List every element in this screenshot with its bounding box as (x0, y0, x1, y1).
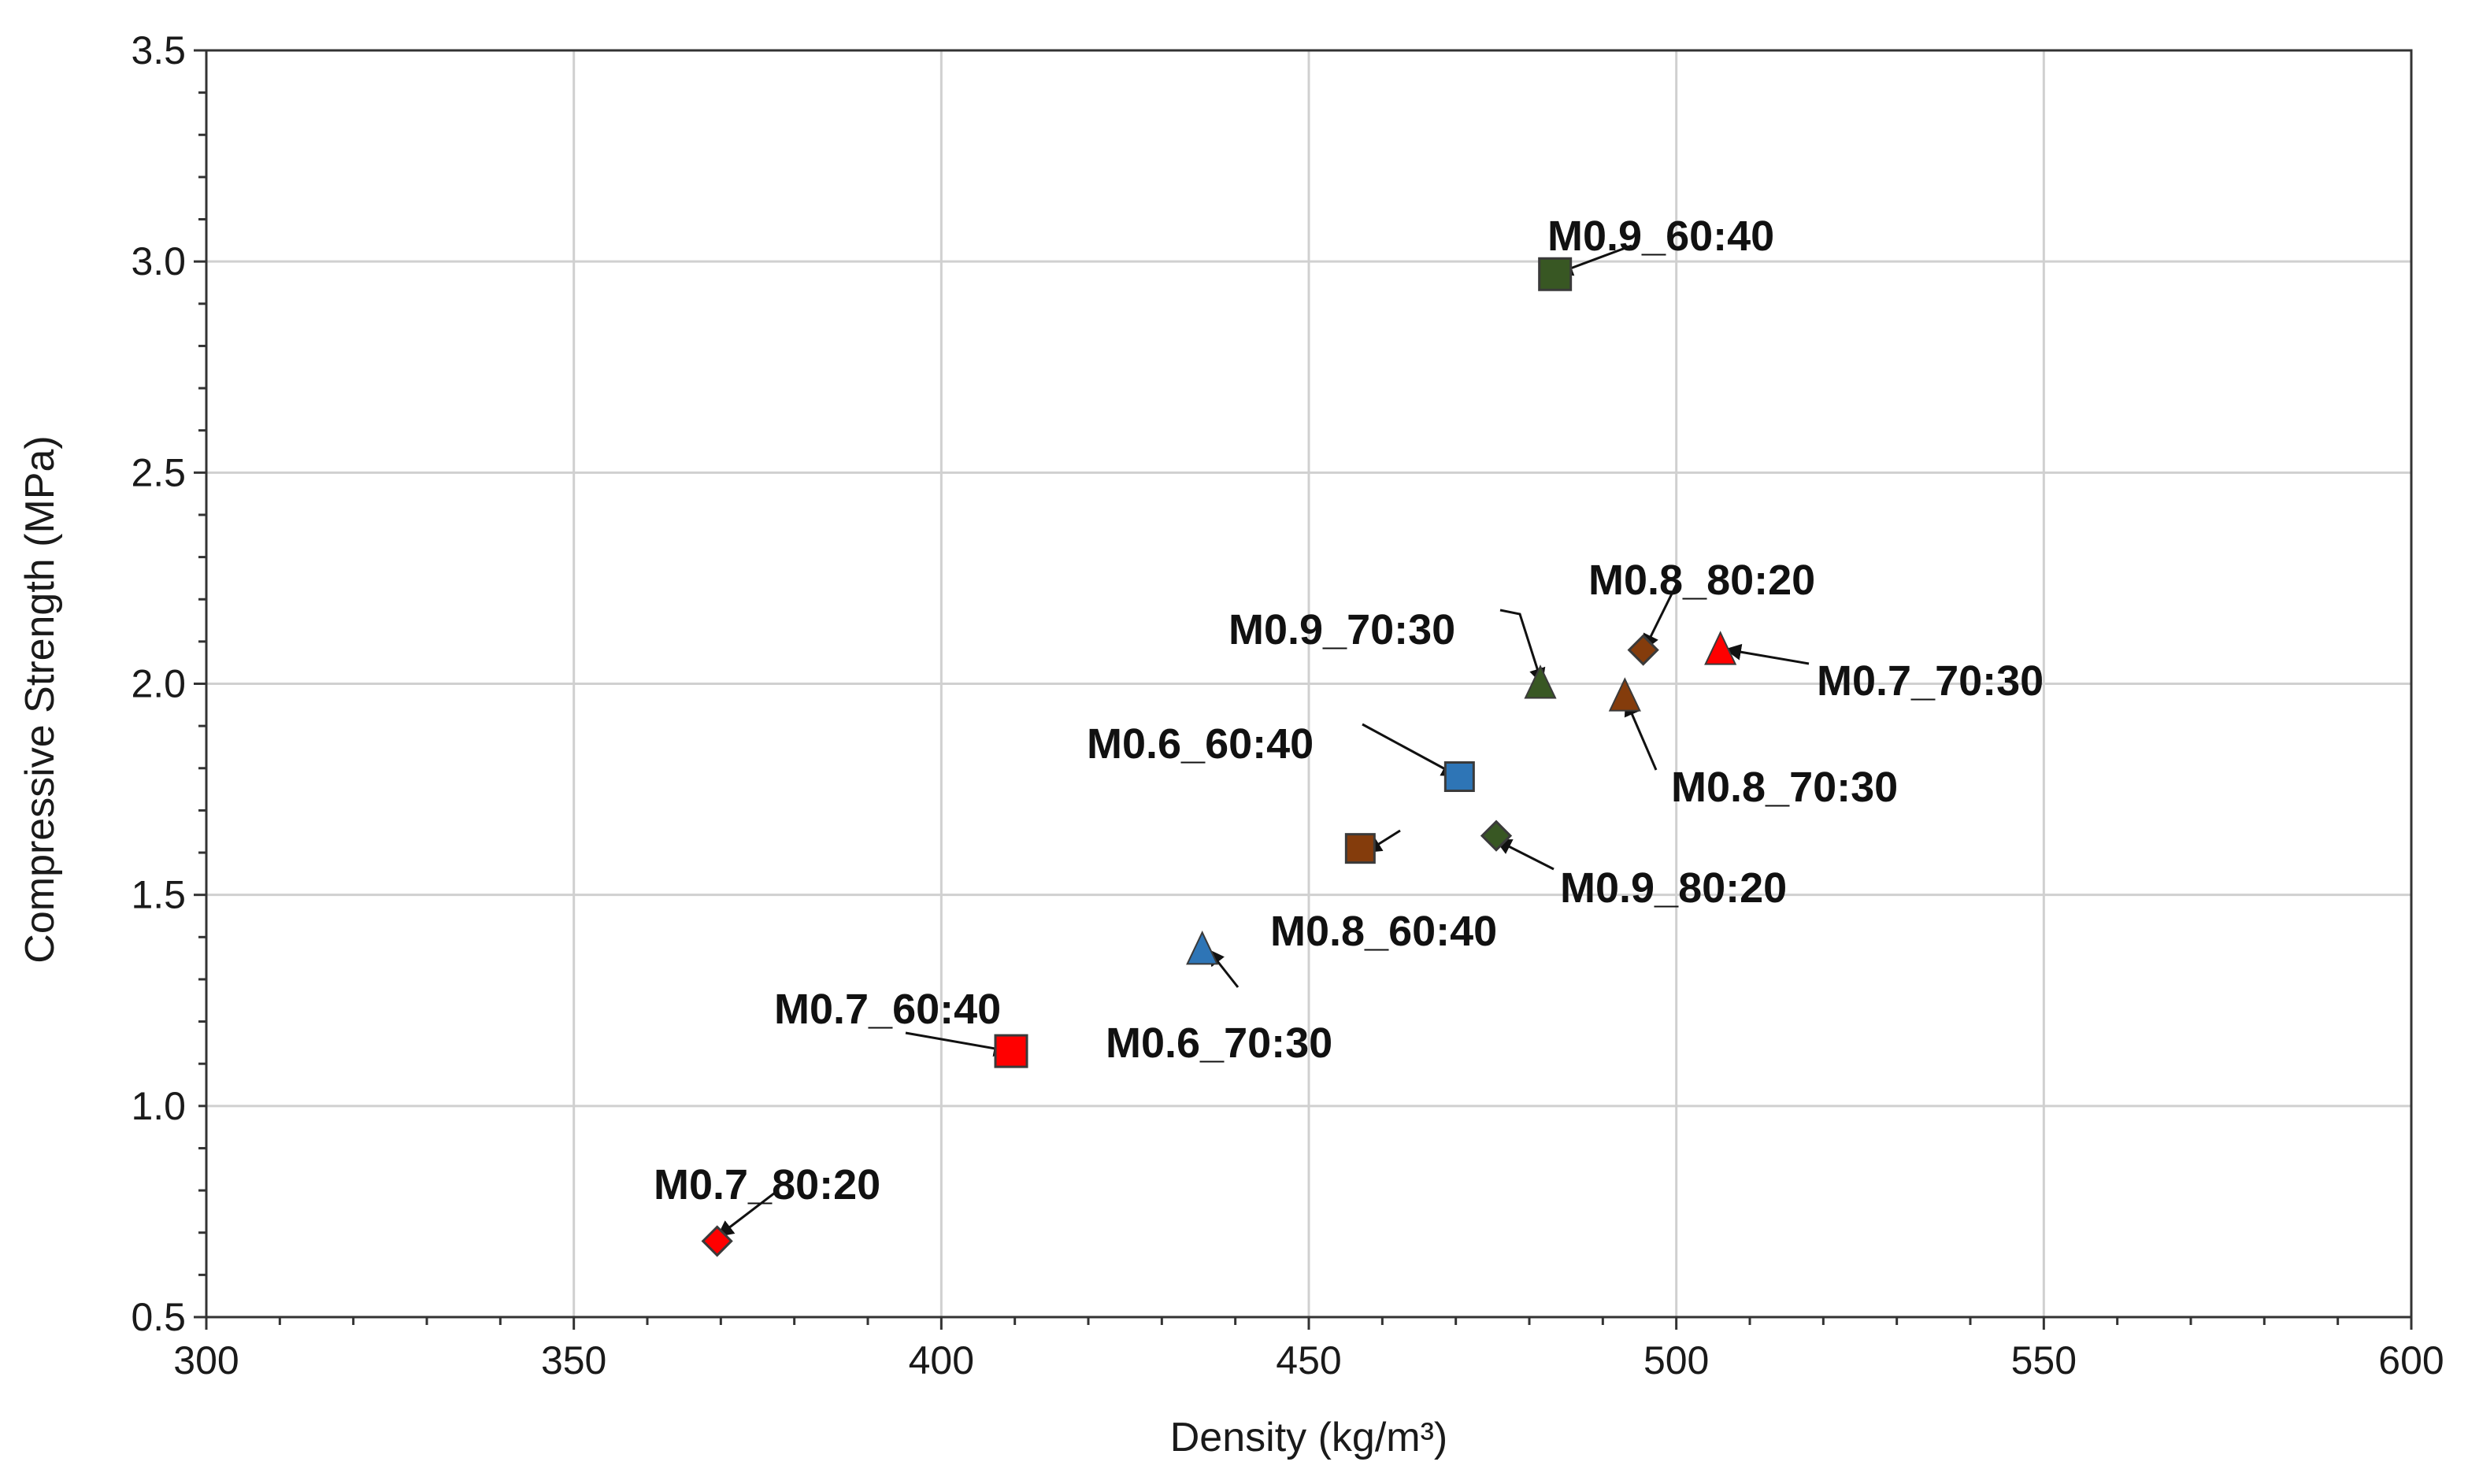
data-point-m0-7-60-40 (994, 1034, 1028, 1068)
label-m0-7-70-30: M0.7_70:30 (1817, 657, 2044, 705)
arrow-m0-7-80-20 (717, 1189, 779, 1238)
arrow-m0-9-70-30 (1499, 609, 1546, 686)
x-axis-tick-labels: 300 350 400 450 500 550 600 (173, 1338, 2444, 1382)
x-tick-label: 300 (173, 1338, 239, 1382)
y-tick-label: 1.5 (131, 873, 186, 917)
label-m0-7-60-40: M0.7_60:40 (774, 986, 1001, 1033)
data-point-m0-9-60-40 (1538, 257, 1573, 291)
x-tick-label: 400 (909, 1338, 974, 1382)
arrow-m0-7-60-40 (905, 1031, 1011, 1057)
y-tick-label: 0.5 (131, 1295, 186, 1339)
y-tick-label: 2.0 (131, 662, 186, 706)
label-m0-9-70-30: M0.9_70:30 (1228, 606, 1455, 653)
x-axis-title: Density (kg/m³) (1170, 1415, 1447, 1460)
grid-lines (206, 50, 2411, 1317)
data-point-m0-8-60-40 (1344, 833, 1376, 864)
arrow-m0-8-70-30 (1624, 699, 1658, 771)
data-point-m0-6-70-30 (1186, 931, 1219, 965)
label-m0-8-70-30: M0.8_70:30 (1671, 764, 1898, 811)
data-point-m0-7-80-20 (701, 1225, 733, 1257)
label-m0-7-80-20: M0.7_80:20 (654, 1161, 880, 1208)
x-tick-label: 550 (2011, 1338, 2077, 1382)
label-m0-9-60-40: M0.9_60:40 (1547, 213, 1774, 260)
label-m0-8-80-20: M0.8_80:20 (1588, 557, 1815, 604)
label-m0-9-80-20: M0.9_80:20 (1560, 864, 1787, 912)
y-tick-label: 3.0 (131, 239, 186, 283)
arrow-m0-9-80-20 (1495, 838, 1555, 871)
x-tick-label: 450 (1276, 1338, 1341, 1382)
label-m0-6-70-30: M0.6_70:30 (1106, 1020, 1332, 1067)
label-m0-8-60-40: M0.8_60:40 (1270, 908, 1497, 955)
data-point-m0-6-60-40 (1443, 761, 1475, 792)
arrow-m0-8-80-20 (1643, 582, 1679, 651)
label-m0-6-60-40: M0.6_60:40 (1087, 720, 1314, 768)
data-point-m0-9-80-20 (1480, 820, 1513, 852)
data-point-m0-7-70-30 (1704, 631, 1737, 665)
x-tick-label: 350 (541, 1338, 606, 1382)
x-tick-label: 500 (1643, 1338, 1709, 1382)
y-tick-label: 2.5 (131, 450, 186, 494)
y-tick-label: 3.5 (131, 28, 186, 72)
data-points (701, 257, 1737, 1257)
data-point-m0-8-80-20 (1627, 634, 1659, 666)
arrow-m0-7-70-30 (1724, 643, 1810, 665)
point-labels: M0.9_60:40 M0.8_80:20 M0.9_70:30 M0.7_70:30… (654, 213, 2044, 1208)
y-tick-label: 1.0 (131, 1084, 186, 1128)
data-point-m0-9-70-30 (1524, 664, 1557, 699)
x-tick-label: 600 (2378, 1338, 2444, 1382)
arrow-m0-6-60-40 (1362, 723, 1458, 777)
data-point-m0-8-70-30 (1608, 677, 1641, 712)
y-axis-tick-labels: 0.5 1.0 1.5 2.0 2.5 3.0 3.5 (131, 28, 186, 1339)
axis-ticks (194, 49, 2413, 1330)
y-axis-title: Compressive Strength (MPa) (17, 435, 63, 963)
